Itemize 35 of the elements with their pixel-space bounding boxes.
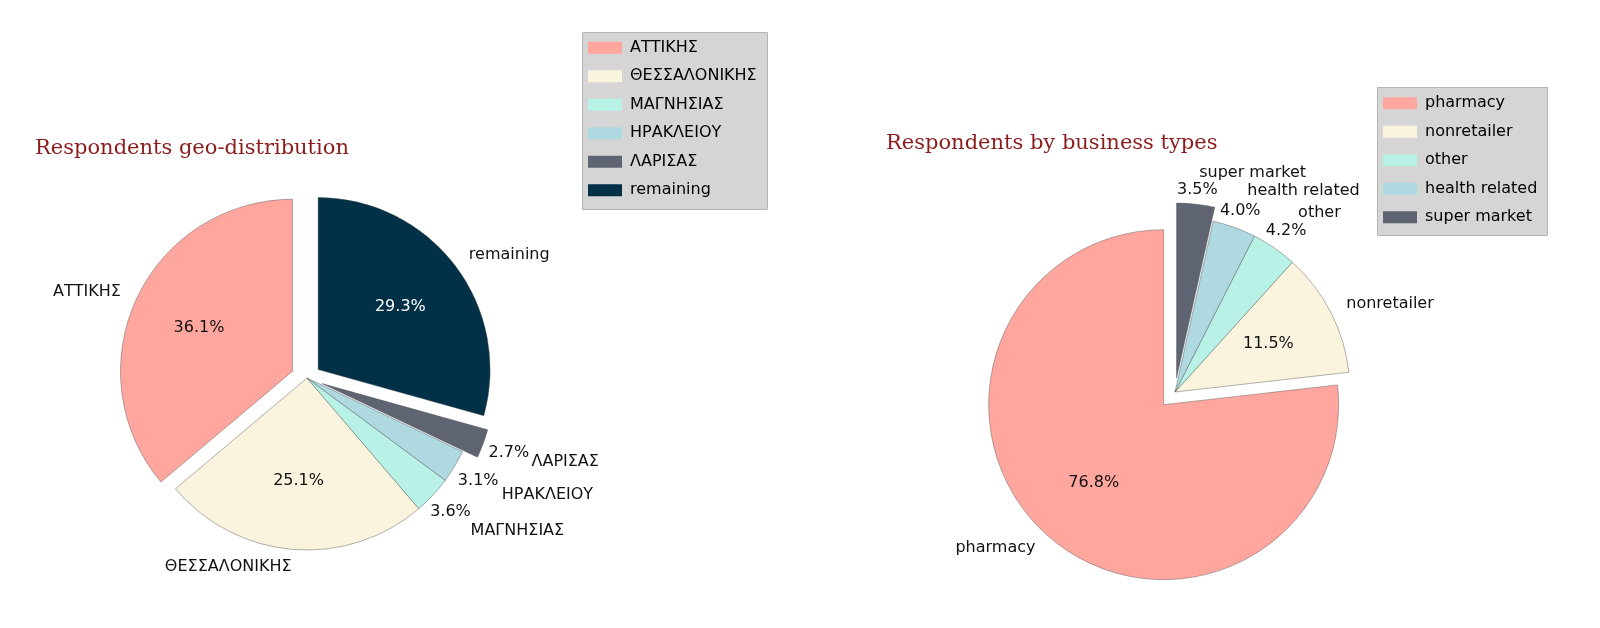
slice-label: other [1298,202,1342,222]
data-label: 4.2% [1265,219,1307,239]
slice-label: ΘΕΣΣΑΛΟΝΙΚΗΣ [164,555,292,575]
slice-label: super market [1199,161,1307,181]
data-label: 3.5% [1176,179,1218,199]
legend-label: health related [1425,177,1538,197]
data-label: 25.1% [273,470,324,490]
data-label: 76.8% [1068,472,1120,492]
legend-label: pharmacy [1425,92,1506,112]
legend-label: ΜΑΓΝΗΣΙΑΣ [630,93,724,113]
slice-label: nonretailer [1346,293,1435,313]
legend-label: ΑΤΤΙΚΗΣ [630,36,698,56]
data-label: 29.3% [374,296,426,316]
legend-label: super market [1425,206,1532,226]
data-label: 36.1% [173,316,225,336]
slice-label: health related [1247,180,1360,200]
legend-label: ΗΡΑΚΛΕΙΟΥ [630,122,722,142]
slice-label: ΗΡΑΚΛΕΙΟΥ [501,483,594,503]
data-label: 3.6% [430,500,471,520]
text: Respondents geo-distribution [35,135,349,159]
slice-label: ΑΤΤΙΚΗΣ [53,280,121,300]
legend-label: ΘΕΣΣΑΛΟΝΙΚΗΣ [630,65,757,85]
data-label: 2.7% [488,442,530,462]
data-label: 11.5% [1242,333,1294,353]
legend-label: other [1425,149,1469,169]
slice-label: ΜΑΓΝΗΣΙΑΣ [470,519,565,539]
text: Respondents by business types [886,130,1218,154]
data-label: 3.1% [457,469,499,489]
legend-label: nonretailer [1425,120,1513,140]
slice-label: remaining [468,244,550,264]
data-label: 4.0% [1219,200,1261,220]
legend-label: remaining [630,179,711,199]
slice-label: ΛΑΡΙΣΑΣ [531,450,599,470]
slice-label: pharmacy [955,537,1036,557]
legend-label: ΛΑΡΙΣΑΣ [630,150,698,170]
